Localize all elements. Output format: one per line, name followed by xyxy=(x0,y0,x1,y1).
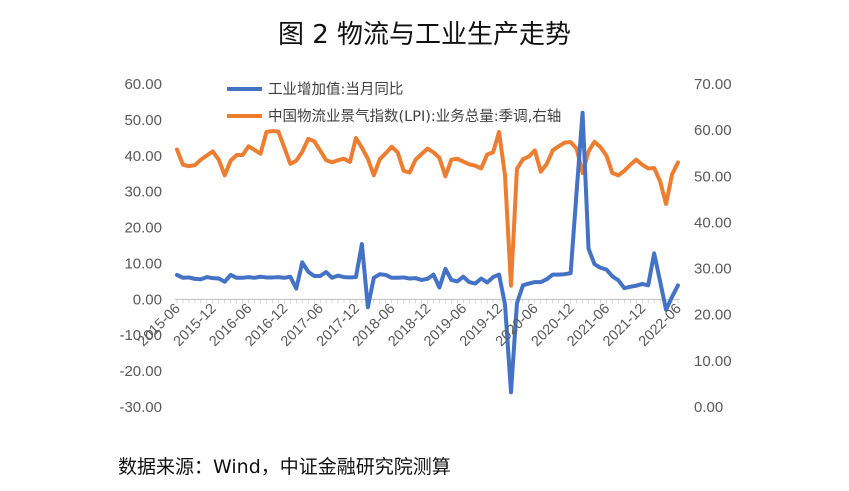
right-tick-label: 10.00 xyxy=(694,353,732,370)
left-tick-label: 40.00 xyxy=(124,148,162,165)
left-tick-label: -30.00 xyxy=(119,399,162,416)
left-tick-label: 10.00 xyxy=(124,255,162,272)
right-tick-label: 70.00 xyxy=(694,76,732,93)
right-tick-label: 30.00 xyxy=(694,261,732,278)
right-axis: 70.00 60.00 50.00 40.00 30.00 20.00 10.00 0.00 xyxy=(694,76,732,416)
left-tick-label: -10.00 xyxy=(119,327,162,344)
series-layer xyxy=(175,110,680,395)
left-tick-label: -20.00 xyxy=(119,363,162,380)
legend-label-lpi: 中国物流业景气指数(LPI):业务总量:季调,右轴 xyxy=(268,108,561,125)
right-tick-label: 0.00 xyxy=(694,399,723,416)
right-tick-label: 60.00 xyxy=(694,122,732,139)
x-tick-labels: 2015-062015-122016-062016-122017-062017-… xyxy=(135,301,685,350)
legend: 工业增加值:当月同比 中国物流业景气指数(LPI):业务总量:季调,右轴 xyxy=(227,81,561,125)
left-tick-label: 20.00 xyxy=(124,220,162,237)
left-tick-label: 50.00 xyxy=(124,112,162,129)
left-tick-label: 30.00 xyxy=(124,184,162,201)
legend-label-industrial: 工业增加值:当月同比 xyxy=(268,81,403,98)
source-note: 数据来源：Wind，中证金融研究院测算 xyxy=(118,456,451,478)
series-line-industrial xyxy=(175,110,680,395)
right-tick-label: 50.00 xyxy=(694,168,732,185)
left-axis: 60.00 50.00 40.00 30.00 20.00 10.00 0.00 -10.00… xyxy=(119,76,162,416)
x-axis xyxy=(175,298,680,304)
right-tick-label: 40.00 xyxy=(694,214,732,231)
right-tick-label: 20.00 xyxy=(694,307,732,324)
left-tick-label: 60.00 xyxy=(124,76,162,93)
left-tick-label: 0.00 xyxy=(133,291,162,308)
series-line-lpi xyxy=(175,129,680,288)
chart-title: 图 2 物流与工业生产走势 xyxy=(277,20,572,50)
